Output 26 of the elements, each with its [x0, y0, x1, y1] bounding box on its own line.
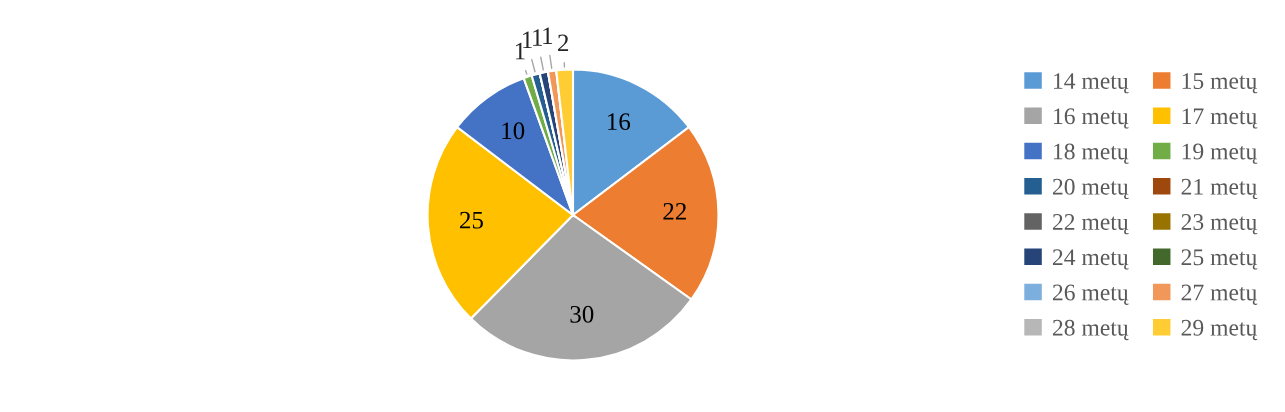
data-label: 10: [502, 122, 525, 140]
data-label: 1: [515, 42, 525, 60]
data-label: 16: [608, 113, 631, 131]
legend-label: 23 metų: [1181, 214, 1258, 235]
data-label: 22: [663, 202, 686, 220]
legend-label: 14 metų: [1054, 73, 1129, 94]
legend-label: 25 metų: [1181, 249, 1258, 270]
legend-label: 28 metų: [1052, 319, 1129, 341]
legend-label: 15 metų: [1182, 73, 1258, 94]
legend-label: 27 metų: [1181, 284, 1258, 305]
legend-label: 24 metų: [1052, 249, 1129, 270]
legend-label: 20 metų: [1052, 178, 1129, 200]
data-label: 25: [460, 211, 483, 229]
legend-label: 18 metų: [1054, 143, 1129, 164]
data-label: 30: [570, 305, 594, 323]
legend-label: 16 metų: [1054, 108, 1129, 129]
data-label: 1: [543, 27, 553, 44]
legend-label: 22 metų: [1052, 214, 1129, 235]
data-label: 1: [533, 29, 542, 46]
legend-label: 26 metų: [1052, 284, 1129, 305]
legend-label: 29 metų: [1181, 319, 1258, 341]
legend-label: 17 metų: [1182, 108, 1258, 129]
data-label: 2: [558, 34, 569, 52]
data-label: 1: [523, 31, 532, 49]
legend-label: 19 metų: [1182, 143, 1258, 164]
legend-label: 21 metų: [1181, 178, 1258, 200]
